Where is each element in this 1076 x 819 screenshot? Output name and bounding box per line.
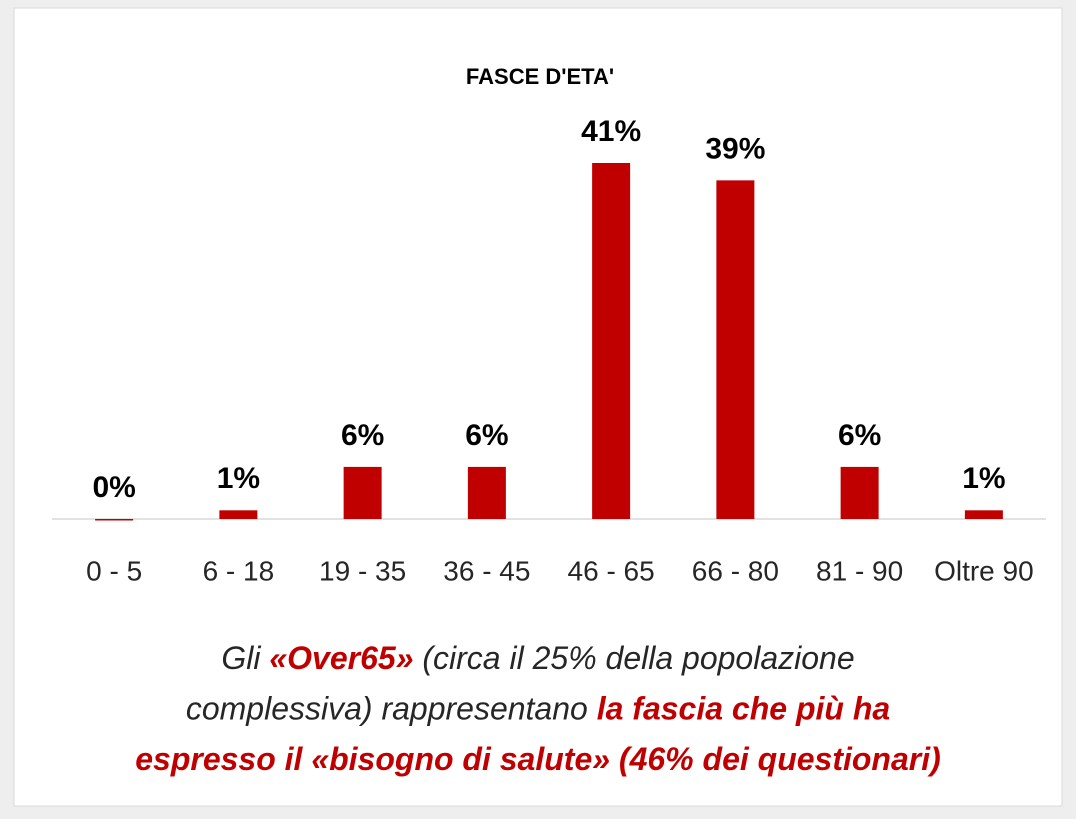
caption-segment: (circa il 25% della popolazione bbox=[413, 640, 854, 676]
bar bbox=[840, 466, 879, 519]
caption-line: complessiva) rappresentano la fascia che… bbox=[186, 691, 890, 727]
bar bbox=[343, 466, 382, 519]
value-label: 1% bbox=[217, 462, 260, 495]
chart-title: FASCE D'ETA' bbox=[466, 64, 614, 89]
x-tick-label: Oltre 90 bbox=[934, 555, 1034, 586]
caption-segment: la fascia che più ha bbox=[597, 691, 890, 727]
bar bbox=[95, 519, 134, 521]
bar bbox=[592, 163, 631, 519]
x-tick-label: 81 - 90 bbox=[816, 555, 903, 586]
bar bbox=[467, 466, 506, 519]
bar bbox=[964, 510, 1003, 519]
value-label: 41% bbox=[581, 115, 641, 148]
x-tick-label: 6 - 18 bbox=[203, 555, 275, 586]
x-tick-label: 36 - 45 bbox=[443, 555, 530, 586]
bar bbox=[716, 180, 755, 520]
panel bbox=[13, 7, 1063, 807]
x-tick-label: 19 - 35 bbox=[319, 555, 406, 586]
value-label: 6% bbox=[838, 419, 881, 452]
value-label: 0% bbox=[92, 471, 135, 504]
caption-segment: «Over65» bbox=[269, 640, 413, 676]
value-label: 1% bbox=[962, 462, 1005, 495]
caption-line: Gli «Over65» (circa il 25% della popolaz… bbox=[221, 640, 854, 676]
x-tick-label: 0 - 5 bbox=[86, 555, 142, 586]
caption-segment: complessiva) rappresentano bbox=[186, 691, 597, 727]
x-tick-label: 46 - 65 bbox=[568, 555, 655, 586]
caption-line: espresso il «bisogno di salute» (46% dei… bbox=[135, 741, 941, 777]
caption-segment: espresso il «bisogno di salute» (46% dei… bbox=[135, 741, 941, 777]
value-label: 6% bbox=[465, 419, 508, 452]
value-label: 39% bbox=[705, 132, 765, 165]
value-label: 6% bbox=[341, 419, 384, 452]
x-tick-label: 66 - 80 bbox=[692, 555, 779, 586]
caption-segment: Gli bbox=[221, 640, 269, 676]
bar bbox=[219, 510, 258, 519]
